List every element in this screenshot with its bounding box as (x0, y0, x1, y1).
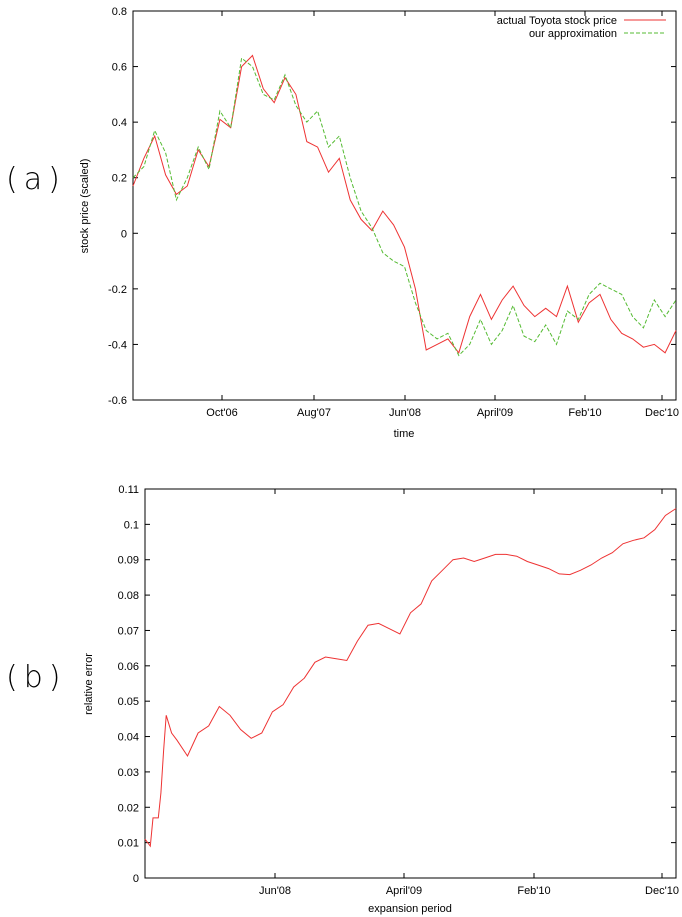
panel-label-a: (a) (6, 162, 66, 197)
chart2-y-tick-label: 0.09 (118, 555, 139, 567)
chart2-y-tick-label: 0.05 (118, 696, 139, 708)
chart1-y-tick-label: -0.6 (108, 395, 127, 407)
chart1-x-axis-label: time (394, 428, 415, 440)
chart2-y-tick-label: 0.11 (118, 484, 139, 496)
chart2-series-relative-error (144, 508, 677, 848)
chart2-y-tick-label: 0.1 (124, 519, 139, 531)
chart2-y-tick-label: 0.07 (118, 625, 139, 637)
panel-label-b: (b) (6, 660, 67, 695)
chart1-y-tick-label: 0 (121, 228, 127, 240)
chart2-x-axis-label: expansion period (368, 903, 452, 915)
chart1-y-tick-label: 0.6 (112, 62, 127, 74)
chart1-x-tick-label: Dec'10 (645, 407, 679, 419)
chart2-y-tick-label: 0.04 (118, 732, 139, 744)
chart1-x-tick-label: Oct'06 (206, 407, 237, 419)
chart1-series-actual-toyota-stock-price (132, 54, 677, 354)
chart2-y-tick-label: 0.02 (118, 802, 139, 814)
chart2-x-tick-label: Jun'08 (259, 885, 291, 897)
chart2-plot-frame (144, 488, 677, 879)
chart2-x-tick-label: Feb'10 (517, 885, 550, 897)
chart1-y-tick-label: -0.2 (108, 284, 127, 296)
chart2-y-axis-label: relative error (83, 653, 95, 715)
chart1-y-axis-label: stock price (scaled) (79, 159, 91, 254)
legend-label-1: actual Toyota stock price (497, 15, 617, 27)
chart2-y-tick-label: 0.03 (118, 767, 139, 779)
chart1-x-tick-label: Jun'08 (389, 407, 421, 419)
chart1-x-tick-label: Feb'10 (568, 407, 601, 419)
chart1-y-tick-label: -0.4 (108, 339, 127, 351)
chart1-x-tick-label: April'09 (477, 407, 513, 419)
chart2-x-tick-label: April'09 (386, 885, 422, 897)
chart1-y-tick-label: 0.8 (112, 6, 127, 18)
chart1-x-tick-label: Aug'07 (297, 407, 331, 419)
chart2-y-tick-label: 0.06 (118, 661, 139, 673)
legend-label-2: our approximation (529, 28, 617, 40)
chart2-y-tick-label: 0.08 (118, 590, 139, 602)
chart1-y-tick-label: 0.2 (112, 173, 127, 185)
chart2-y-tick-label: 0.01 (118, 838, 139, 850)
chart2-x-tick-label: Dec'10 (645, 885, 679, 897)
chart2-y-tick-label: 0 (133, 873, 139, 885)
chart1-series-our-approximation (132, 57, 677, 357)
chart1-y-tick-label: 0.4 (112, 117, 127, 129)
chart1-plot-frame (132, 10, 677, 401)
